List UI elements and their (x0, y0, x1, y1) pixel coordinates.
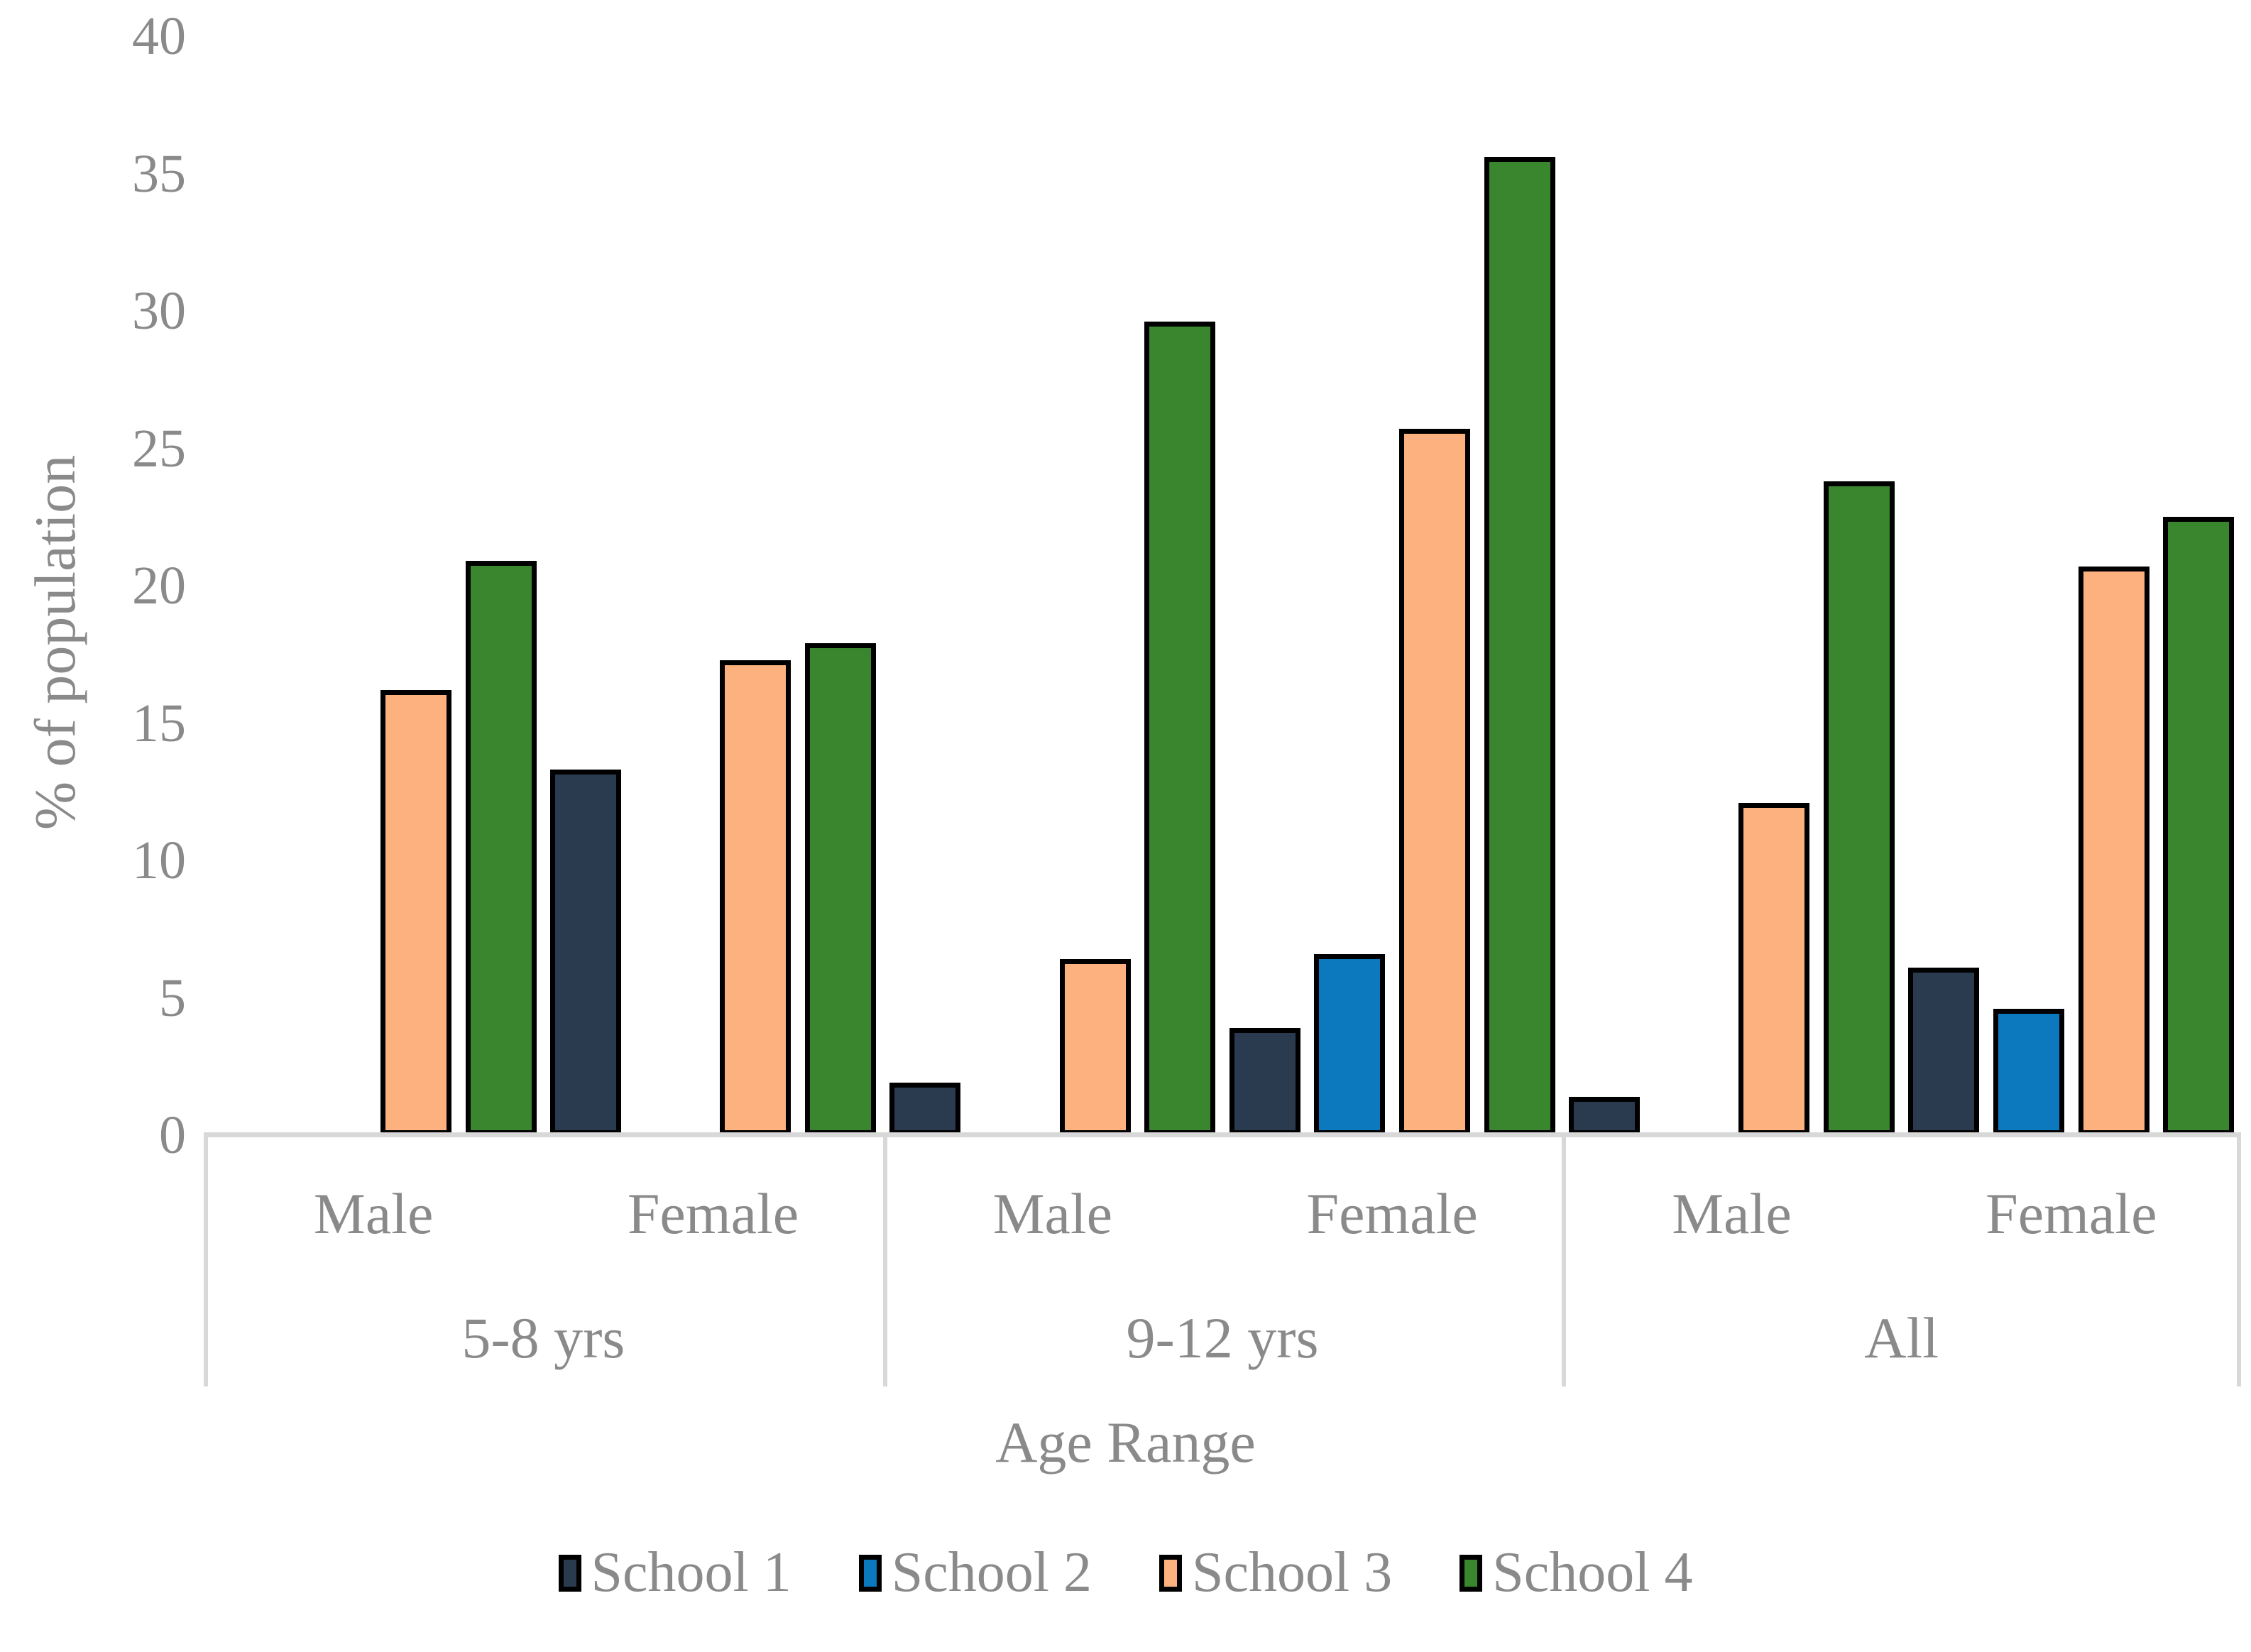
plot-area (204, 36, 2241, 1135)
bar-school-4-5-8-yrs-female (804, 643, 876, 1135)
gender-label-all-male: Male (1672, 1181, 1792, 1246)
bar-school-3-9-12-yrs-female (1398, 429, 1470, 1135)
y-tick-label-0: 0 (159, 1105, 186, 1165)
y-tick-label-10: 10 (132, 831, 186, 890)
bar-school-4-9-12-yrs-female (1484, 157, 1555, 1135)
gender-label-5-8-yrs-male: Male (313, 1181, 434, 1246)
legend-item-school-2: School 2 (858, 1541, 1092, 1605)
slot-school-4-4 (1817, 36, 1902, 1135)
gender-label-9-12-yrs-female: Female (1306, 1181, 1478, 1246)
y-tick-label-30: 30 (132, 281, 186, 341)
bar-school-3-all-male (1738, 802, 1810, 1135)
slot-school-3-5 (2071, 36, 2157, 1135)
category-divider-3 (2237, 1132, 2241, 1386)
legend-swatch-icon (558, 1554, 581, 1592)
category-divider-2 (1562, 1132, 1567, 1386)
gender-label-all-female: Female (1986, 1181, 2157, 1246)
chart-legend: School 1 School 2 School 3 School 4 (0, 1541, 2251, 1605)
bar-school-2-all-female (1993, 1008, 2065, 1135)
legend-item-school-4: School 4 (1459, 1541, 1692, 1605)
y-tick-label-15: 15 (132, 693, 186, 753)
slot-school-2-0 (289, 36, 374, 1135)
y-tick-label-5: 5 (159, 968, 186, 1028)
gender-label-row: Male Female Male Female Male Female (204, 1171, 2241, 1257)
bar-school-4-5-8-yrs-male (465, 561, 537, 1135)
legend-swatch-icon (1459, 1554, 1483, 1592)
slot-school-4-1 (798, 36, 883, 1135)
y-tick-label-40: 40 (132, 6, 186, 66)
y-axis-tick-labels: 0 5 10 15 20 25 30 35 40 (0, 9, 186, 1162)
gender-label-9-12-yrs-male: Male (992, 1181, 1113, 1246)
legend-label: School 4 (1492, 1541, 1693, 1604)
section-9-12-yrs (883, 36, 1562, 1135)
age-group-label-5-8-yrs: 5-8 yrs (461, 1306, 625, 1370)
slot-school-3-1 (713, 36, 798, 1135)
bar-school-4-all-female (2163, 517, 2235, 1135)
y-tick-label-35: 35 (132, 143, 186, 204)
bar-school-1-9-12-yrs-female (1229, 1028, 1300, 1135)
slot-school-4-5 (2156, 36, 2241, 1135)
bar-school-1-9-12-yrs-male (889, 1083, 961, 1135)
legend-label: School 1 (591, 1541, 792, 1604)
slot-school-4-0 (459, 36, 544, 1135)
legend-item-school-1: School 1 (558, 1541, 792, 1605)
slot-school-4-3 (1477, 36, 1562, 1135)
slot-school-2-1 (628, 36, 713, 1135)
slot-school-1-4 (1562, 36, 1647, 1135)
x-axis-baseline (204, 1132, 2241, 1137)
bar-school-1-5-8-yrs-female (550, 770, 622, 1135)
bar-school-1-all-male (1569, 1096, 1641, 1135)
bar-school-3-9-12-yrs-male (1059, 959, 1131, 1135)
bar-school-3-all-female (2078, 566, 2149, 1135)
slot-school-3-4 (1732, 36, 1817, 1135)
section-all (1562, 36, 2241, 1135)
bar-school-4-all-male (1823, 481, 1895, 1135)
x-axis-title: Age Range (995, 1410, 1256, 1475)
slot-school-1-3 (1222, 36, 1308, 1135)
slot-school-3-3 (1392, 36, 1477, 1135)
bar-school-3-5-8-yrs-male (380, 690, 451, 1135)
slot-school-1-5 (1902, 36, 1987, 1135)
age-group-label-row: 5-8 yrs 9-12 yrs All (204, 1296, 2241, 1381)
legend-label: School 2 (891, 1541, 1092, 1604)
bar-school-1-all-female (1908, 967, 1980, 1135)
age-group-label-all: All (1864, 1306, 1939, 1370)
bar-school-3-5-8-yrs-female (720, 660, 792, 1135)
bar-school-4-9-12-yrs-male (1144, 322, 1216, 1135)
slot-school-1-1 (543, 36, 628, 1135)
y-tick-label-20: 20 (132, 556, 186, 616)
slot-school-2-4 (1647, 36, 1732, 1135)
legend-item-school-3: School 3 (1159, 1541, 1392, 1605)
category-axis-table: Male Female Male Female Male Female 5-8 yrs 9-… (204, 1132, 2241, 1386)
category-divider-0 (204, 1132, 208, 1386)
age-group-label-9-12-yrs: 9-12 yrs (1126, 1306, 1319, 1370)
bar-school-2-9-12-yrs-female (1314, 953, 1386, 1135)
slot-school-3-0 (373, 36, 459, 1135)
slot-school-4-2 (1137, 36, 1222, 1135)
category-divider-1 (882, 1132, 887, 1386)
legend-swatch-icon (858, 1554, 882, 1592)
slot-school-1-0 (204, 36, 289, 1135)
legend-swatch-icon (1159, 1554, 1182, 1592)
slot-school-2-2 (968, 36, 1053, 1135)
gender-label-5-8-yrs-female: Female (627, 1181, 799, 1246)
legend-label: School 3 (1192, 1541, 1393, 1604)
slot-school-3-2 (1053, 36, 1138, 1135)
slot-school-2-5 (1986, 36, 2071, 1135)
slot-school-2-3 (1308, 36, 1393, 1135)
y-tick-label-25: 25 (132, 418, 186, 478)
section-5-8-yrs (204, 36, 883, 1135)
slot-school-1-2 (883, 36, 968, 1135)
